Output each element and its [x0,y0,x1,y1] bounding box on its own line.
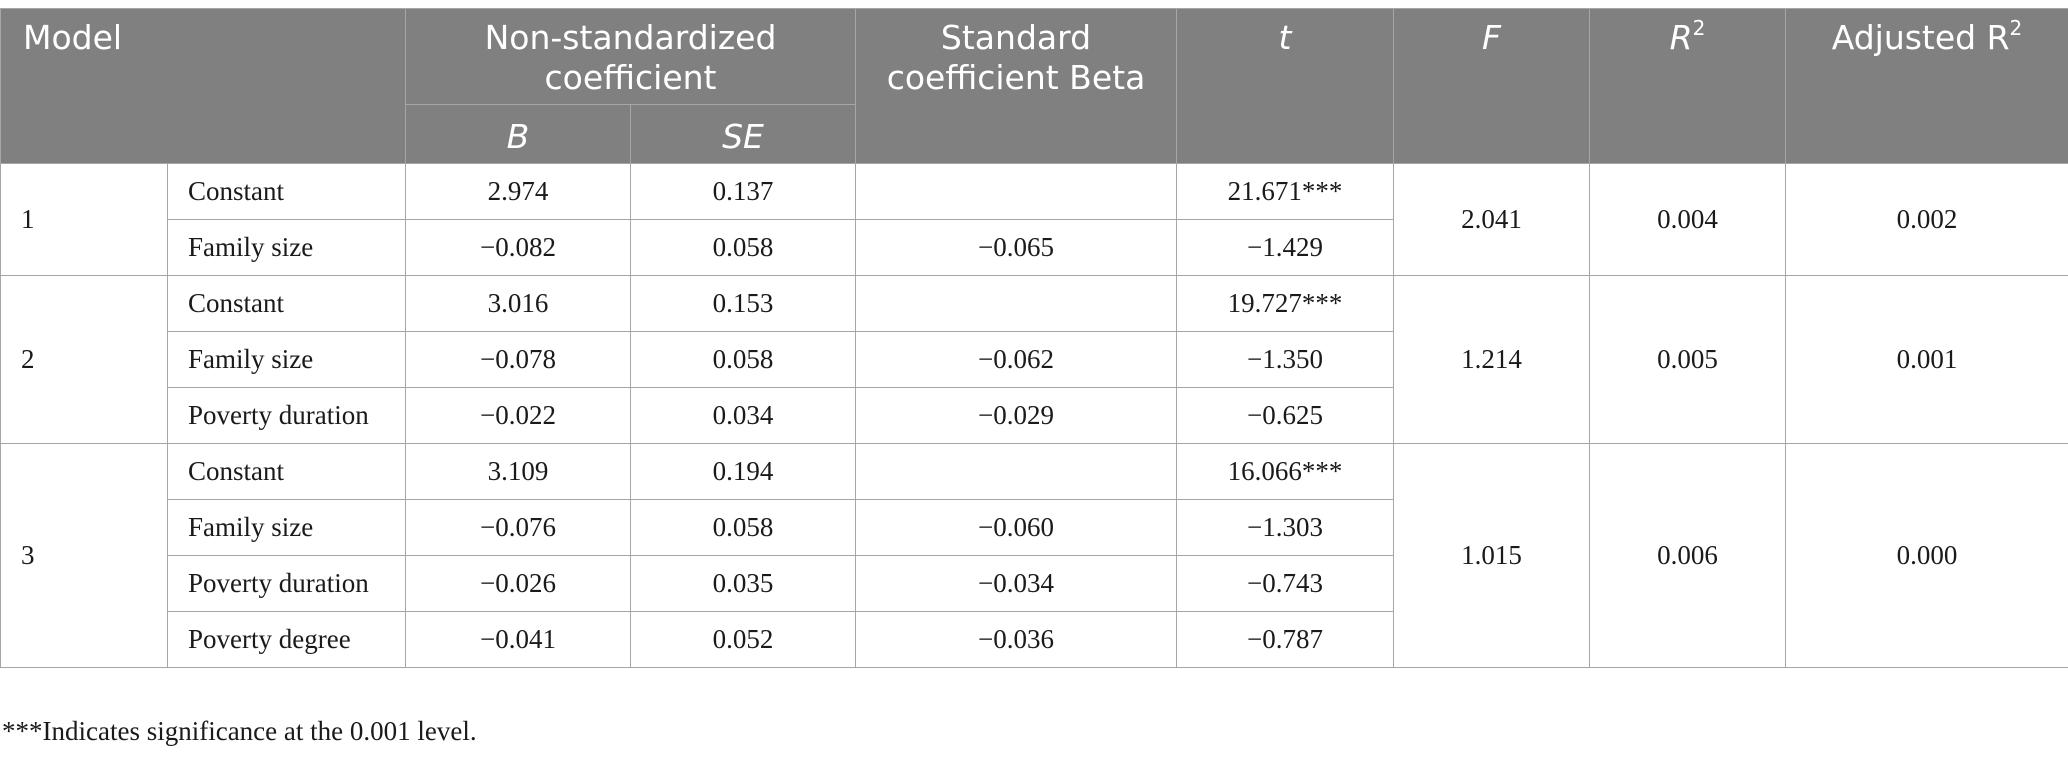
adjusted-r2-value: 0.000 [1785,443,2068,668]
coef-b: −0.022 [405,387,631,444]
t-value: −1.303 [1176,499,1394,556]
header-f-label: F [1482,18,1501,57]
variable-name: Poverty duration [167,555,406,612]
header-r2-label: R [1669,18,1693,57]
table-row: Poverty duration −0.022 0.034 −0.029 −0.625 [1,387,2068,444]
model-number: 1 [0,163,168,276]
t-value: 16.066*** [1176,443,1394,500]
t-value: −1.350 [1176,331,1394,388]
header-b-label: B [506,117,530,156]
coef-se: 0.058 [630,219,856,276]
variable-name: Poverty duration [167,387,406,444]
table-row: Family size −0.082 0.058 −0.065 −1.429 [1,219,2068,276]
table-body: 1 Constant 2.974 0.137 21.671*** 2.041 0.004 0.… [0,163,2068,668]
header-f: F [1393,8,1590,164]
header-adjusted-r2-sup: 2 [2009,16,2023,40]
r2-value: 0.005 [1589,275,1786,444]
coef-b: 3.109 [405,443,631,500]
variable-name: Constant [167,443,406,500]
r2-value: 0.004 [1589,163,1786,276]
header-se-label: SE [722,117,764,156]
coef-b: −0.026 [405,555,631,612]
coef-beta: −0.029 [855,387,1177,444]
header-std-coefficient-beta: Standard coefficient Beta [855,8,1177,164]
adjusted-r2-value: 0.002 [1785,163,2068,276]
header-row-1: Model Non-standardized coefficient Stand… [0,8,2068,164]
model-number: 3 [0,443,168,668]
header-model: Model [0,8,406,164]
coef-beta [855,163,1177,220]
coef-b: −0.041 [405,611,631,668]
coef-se: 0.058 [630,331,856,388]
coef-b: −0.082 [405,219,631,276]
table-row: 3 Constant 3.109 0.194 16.066*** 1.015 0.006 0.… [0,443,2068,668]
t-value: −0.743 [1176,555,1394,612]
variable-name: Constant [167,163,406,220]
coef-beta: −0.065 [855,219,1177,276]
coef-se: 0.058 [630,499,856,556]
table-row: Poverty duration −0.026 0.035 −0.034 −0.743 [1,555,2068,612]
coef-beta: −0.036 [855,611,1177,668]
header-se: SE [630,104,856,164]
table-row: Poverty degree −0.041 0.052 −0.036 −0.787 [1,611,2068,668]
coef-b: 2.974 [405,163,631,220]
coef-b: −0.076 [405,499,631,556]
variable-name: Constant [167,275,406,332]
table-row: 2 Constant 3.016 0.153 19.727*** 1.214 0.005 0.… [0,275,2068,444]
header-b: B [405,104,631,164]
coef-b: 3.016 [405,275,631,332]
regression-table: Model Non-standardized coefficient Stand… [0,8,2068,668]
t-value: 21.671*** [1176,163,1394,220]
coef-beta [855,443,1177,500]
table-row: 1 Constant 2.974 0.137 21.671*** 2.041 0.004 0.… [0,163,2068,276]
table-row: Family size −0.076 0.058 −0.060 −1.303 [1,499,2068,556]
coef-b: −0.078 [405,331,631,388]
coef-se: 0.034 [630,387,856,444]
coef-se: 0.035 [630,555,856,612]
t-value: −1.429 [1176,219,1394,276]
coef-beta: −0.060 [855,499,1177,556]
coef-se: 0.052 [630,611,856,668]
header-t: t [1176,8,1394,164]
header-adjusted-r2: Adjusted R2 [1785,8,2068,164]
header-non-std-coefficient: Non-standardized coefficient [405,8,856,105]
coef-se: 0.194 [630,443,856,500]
variable-name: Poverty degree [167,611,406,668]
footnote: ***Indicates significance at the 0.001 l… [2,716,477,746]
f-value: 1.214 [1393,275,1590,444]
f-value: 2.041 [1393,163,1590,276]
coef-beta: −0.034 [855,555,1177,612]
header-t-label: t [1278,18,1292,57]
variable-name: Family size [167,219,406,276]
t-value: −0.625 [1176,387,1394,444]
header-adjusted-r2-label: Adjusted R [1831,18,2010,57]
model-number: 2 [0,275,168,444]
header-r2-sup: 2 [1692,16,1706,40]
variable-name: Family size [167,499,406,556]
header-row-2: B SE [1,104,2068,164]
coef-se: 0.153 [630,275,856,332]
coef-beta [855,275,1177,332]
table-header: Model Non-standardized coefficient Stand… [0,8,2068,164]
coef-beta: −0.062 [855,331,1177,388]
r2-value: 0.006 [1589,443,1786,668]
t-value: 19.727*** [1176,275,1394,332]
f-value: 1.015 [1393,443,1590,668]
variable-name: Family size [167,331,406,388]
t-value: −0.787 [1176,611,1394,668]
header-r2: R2 [1589,8,1786,164]
coef-se: 0.137 [630,163,856,220]
table-row: Family size −0.078 0.058 −0.062 −1.350 [1,331,2068,388]
adjusted-r2-value: 0.001 [1785,275,2068,444]
